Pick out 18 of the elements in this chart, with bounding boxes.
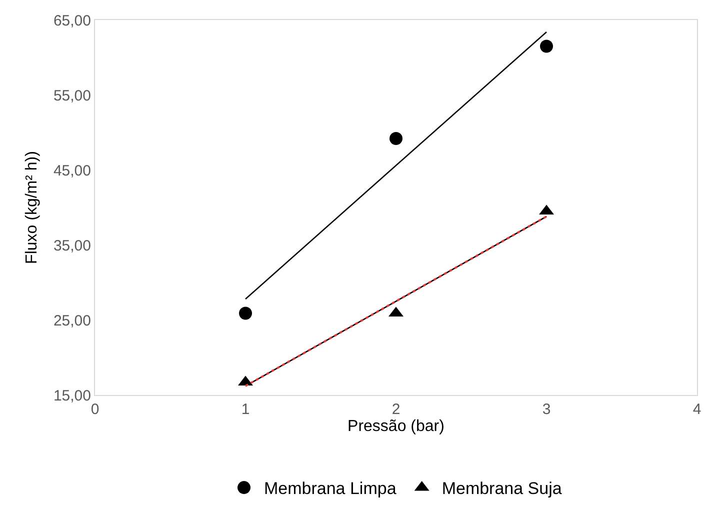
point — [540, 40, 553, 53]
x-tick-label: 4 — [692, 401, 702, 418]
y-axis-title: Fluxo (kg/m² h)) — [23, 151, 40, 264]
y-tick-label: 15,00 — [53, 387, 91, 404]
x-tick-label: 2 — [392, 401, 400, 418]
x-tick-label: 0 — [90, 401, 100, 418]
x-axis-title: Pressão (bar) — [348, 418, 444, 435]
y-tick-label: 25,00 — [53, 312, 91, 330]
y-tick-label: 65,00 — [53, 12, 91, 30]
x-tick-label: 1 — [241, 401, 250, 418]
y-tick-label: 55,00 — [53, 87, 91, 104]
point — [390, 132, 402, 145]
x-tick-label: 3 — [542, 401, 551, 418]
point — [239, 306, 252, 320]
y-tick-label: 35,00 — [53, 237, 91, 254]
y-tick-label: 45,00 — [53, 162, 91, 180]
legend-label: Membrana Suja — [442, 479, 562, 498]
legend-label: Membrana Limpa — [264, 479, 397, 498]
